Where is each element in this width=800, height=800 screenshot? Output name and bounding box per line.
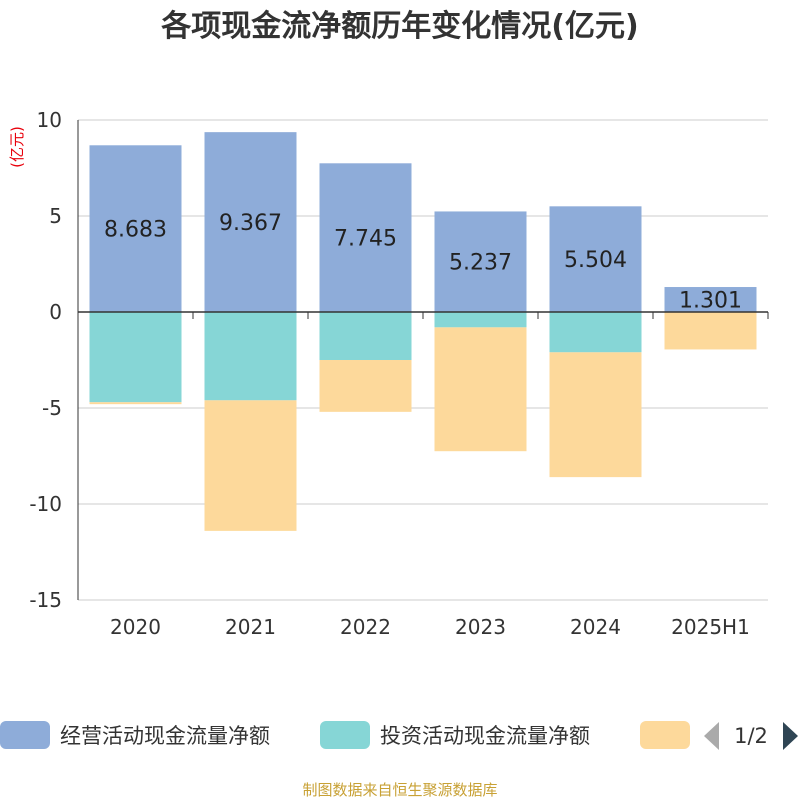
data-label: 9.367 bbox=[219, 211, 282, 236]
legend-item: 经营活动现金流量净额 bbox=[0, 721, 270, 749]
x-tick-label: 2022 bbox=[340, 615, 391, 639]
data-label: 7.745 bbox=[334, 227, 397, 252]
operating-bar bbox=[549, 206, 642, 312]
data-labels: 8.683 9.367 7.745 5.237 5.504 1.301 bbox=[104, 211, 742, 313]
x-tick-label: 2023 bbox=[455, 615, 506, 639]
operating-bar bbox=[204, 132, 297, 312]
investing-bar bbox=[204, 312, 297, 401]
grid-lines: 10 5 0 -5 -10 -15 bbox=[29, 108, 768, 612]
legend-swatch bbox=[0, 721, 50, 749]
data-label: 5.237 bbox=[449, 251, 512, 276]
y-tick-label: 10 bbox=[37, 108, 62, 132]
legend-swatch bbox=[640, 721, 690, 749]
operating-bar bbox=[89, 145, 182, 312]
y-tick-label: 5 bbox=[49, 204, 62, 228]
x-tick-label: 2024 bbox=[570, 615, 621, 639]
x-tick-label: 2025H1 bbox=[671, 615, 750, 639]
bars bbox=[89, 132, 757, 531]
source-note: 制图数据来自恒生聚源数据库 bbox=[302, 781, 497, 799]
x-tick-label: 2021 bbox=[225, 615, 276, 639]
legend-swatch bbox=[320, 721, 370, 749]
investing-bar bbox=[434, 312, 527, 328]
y-axis-unit-label: (亿元) bbox=[8, 126, 26, 168]
legend-next-page-icon[interactable] bbox=[783, 722, 798, 750]
legend: 经营活动现金流量净额 投资活动现金流量净额 1/2 bbox=[0, 721, 798, 750]
third-series-bar bbox=[434, 327, 527, 452]
third-series-bar bbox=[549, 352, 642, 478]
x-tick-label: 2020 bbox=[110, 615, 161, 639]
legend-page-indicator: 1/2 bbox=[734, 724, 768, 748]
investing-bar bbox=[319, 312, 412, 360]
third-series-bar bbox=[664, 312, 757, 350]
data-label: 5.504 bbox=[564, 248, 627, 273]
third-series-bar bbox=[319, 360, 412, 412]
y-tick-label: -10 bbox=[29, 492, 62, 516]
legend-label: 经营活动现金流量净额 bbox=[60, 724, 270, 748]
third-series-bar bbox=[89, 402, 182, 405]
data-label: 8.683 bbox=[104, 218, 167, 243]
axes: 2020 2021 2022 2023 2024 2025H1 bbox=[77, 120, 769, 639]
legend-prev-page-icon[interactable] bbox=[704, 722, 719, 750]
legend-item: 投资活动现金流量净额 bbox=[320, 721, 590, 749]
legend-label: 投资活动现金流量净额 bbox=[380, 724, 590, 748]
investing-bar bbox=[89, 312, 182, 403]
investing-bar bbox=[549, 312, 642, 353]
y-tick-label: -5 bbox=[42, 396, 62, 420]
operating-bar bbox=[434, 211, 527, 312]
data-label: 1.301 bbox=[679, 289, 742, 314]
y-tick-label: -15 bbox=[29, 588, 62, 612]
y-tick-label: 0 bbox=[49, 300, 62, 324]
chart-title: 各项现金流净额历年变化情况(亿元) bbox=[160, 9, 638, 44]
third-series-bar bbox=[204, 400, 297, 531]
legend-item bbox=[640, 721, 690, 749]
operating-bar bbox=[664, 287, 757, 312]
operating-bar bbox=[319, 163, 412, 312]
